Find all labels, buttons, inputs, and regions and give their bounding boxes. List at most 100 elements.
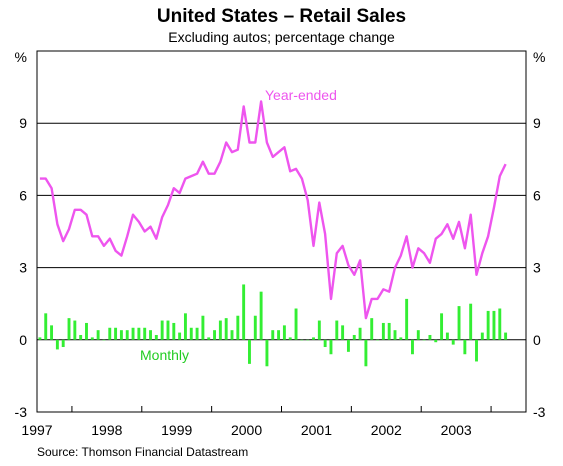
monthly-bar <box>224 318 228 340</box>
y-tick-label-right: 3 <box>533 260 541 276</box>
monthly-bar <box>90 337 94 340</box>
monthly-bar <box>271 330 275 340</box>
monthly-bar <box>428 334 432 340</box>
x-tick-label: 2003 <box>441 422 472 438</box>
chart-title: United States – Retail Sales <box>157 6 406 27</box>
left-unit-label: % <box>15 49 27 65</box>
monthly-bar <box>294 308 298 340</box>
monthly-bar <box>399 337 403 340</box>
monthly-bar <box>207 337 211 340</box>
year-ended-annotation: Year-ended <box>265 87 337 103</box>
monthly-bar <box>230 330 234 340</box>
y-tick-label-left: 3 <box>19 260 27 276</box>
y-tick-label-right: 6 <box>533 187 541 203</box>
y-tick-label-right: 9 <box>533 115 541 131</box>
monthly-bar <box>108 327 112 340</box>
monthly-bars <box>38 284 508 367</box>
monthly-bar <box>125 330 129 340</box>
monthly-bar <box>253 315 257 340</box>
monthly-bar <box>498 308 502 340</box>
monthly-bar <box>195 327 199 340</box>
monthly-bar <box>166 320 170 340</box>
x-tick-label: 2001 <box>301 422 332 438</box>
monthly-bar <box>411 339 414 355</box>
monthly-bar <box>183 313 187 340</box>
monthly-bar <box>137 327 141 340</box>
source-note: Source: Thomson Financial Datastream <box>37 445 248 459</box>
monthly-bar <box>213 330 217 340</box>
left-axis: -3 0 3 6 9 <box>15 115 28 420</box>
x-tick-label: 2000 <box>231 422 262 438</box>
monthly-bar <box>85 322 88 340</box>
monthly-bar <box>393 330 397 340</box>
monthly-bar <box>306 339 310 341</box>
monthly-bar <box>451 339 455 345</box>
y-tick-label-left: 6 <box>19 187 27 203</box>
plot-frame <box>36 50 527 413</box>
year-ended-line <box>39 100 507 320</box>
monthly-bar <box>300 339 304 341</box>
monthly-bar <box>504 332 508 340</box>
monthly-bar <box>131 327 135 340</box>
monthly-bar <box>73 320 77 340</box>
monthly-bar <box>96 330 100 340</box>
x-tick-label: 1998 <box>91 422 122 438</box>
monthly-bar <box>67 318 71 340</box>
monthly-bar <box>486 310 490 340</box>
monthly-bar <box>201 315 205 340</box>
monthly-bar <box>160 320 164 340</box>
monthly-bar <box>457 306 461 340</box>
monthly-bar <box>387 322 391 340</box>
monthly-bar <box>79 334 83 340</box>
monthly-bar <box>341 325 345 340</box>
monthly-bar <box>422 339 426 341</box>
monthly-bar <box>236 315 240 340</box>
monthly-bar <box>61 339 65 348</box>
monthly-bar <box>492 310 496 340</box>
monthly-bar <box>55 339 59 350</box>
monthly-bar <box>469 303 473 340</box>
monthly-bar <box>114 327 118 340</box>
y-tick-label-left: 0 <box>19 332 27 348</box>
monthly-bar <box>149 330 152 340</box>
monthly-bar <box>364 339 368 367</box>
monthly-bar <box>416 330 420 340</box>
gridlines <box>37 122 526 341</box>
monthly-bar <box>218 320 222 340</box>
monthly-bar <box>265 339 269 367</box>
chart-subtitle: Excluding autos; percentage change <box>168 29 395 45</box>
monthly-bar <box>352 334 356 340</box>
monthly-bar <box>189 327 193 340</box>
monthly-bar <box>50 325 54 340</box>
monthly-annotation: Monthly <box>140 347 189 363</box>
monthly-bar <box>323 339 327 348</box>
x-tick-label: 1997 <box>21 422 52 438</box>
y-tick-label-left: -3 <box>15 404 28 420</box>
monthly-bar <box>329 339 333 355</box>
right-axis: -3 0 3 6 9 <box>533 115 546 420</box>
year-ended-line-group <box>39 100 507 320</box>
monthly-bar <box>259 291 263 340</box>
y-tick-label-right: 0 <box>533 332 541 348</box>
x-axis: 1997 1998 1999 2000 2001 2002 2003 <box>21 406 492 438</box>
monthly-bar <box>312 337 315 340</box>
y-tick-label-left: 9 <box>19 115 27 131</box>
x-tick-label: 2002 <box>371 422 402 438</box>
monthly-bar <box>172 322 176 340</box>
monthly-bar <box>317 320 321 340</box>
monthly-bar <box>248 339 251 364</box>
monthly-bar <box>376 339 379 341</box>
monthly-bar <box>282 325 286 340</box>
monthly-bar <box>119 330 123 340</box>
monthly-bar <box>154 334 158 340</box>
monthly-bar <box>405 298 409 340</box>
monthly-bar <box>370 318 374 340</box>
monthly-bar <box>440 313 444 340</box>
monthly-bar <box>346 339 350 352</box>
monthly-bar <box>381 322 385 340</box>
monthly-bar <box>102 339 106 341</box>
monthly-bar <box>463 339 467 355</box>
monthly-bar <box>480 332 484 340</box>
monthly-bar <box>288 337 292 340</box>
